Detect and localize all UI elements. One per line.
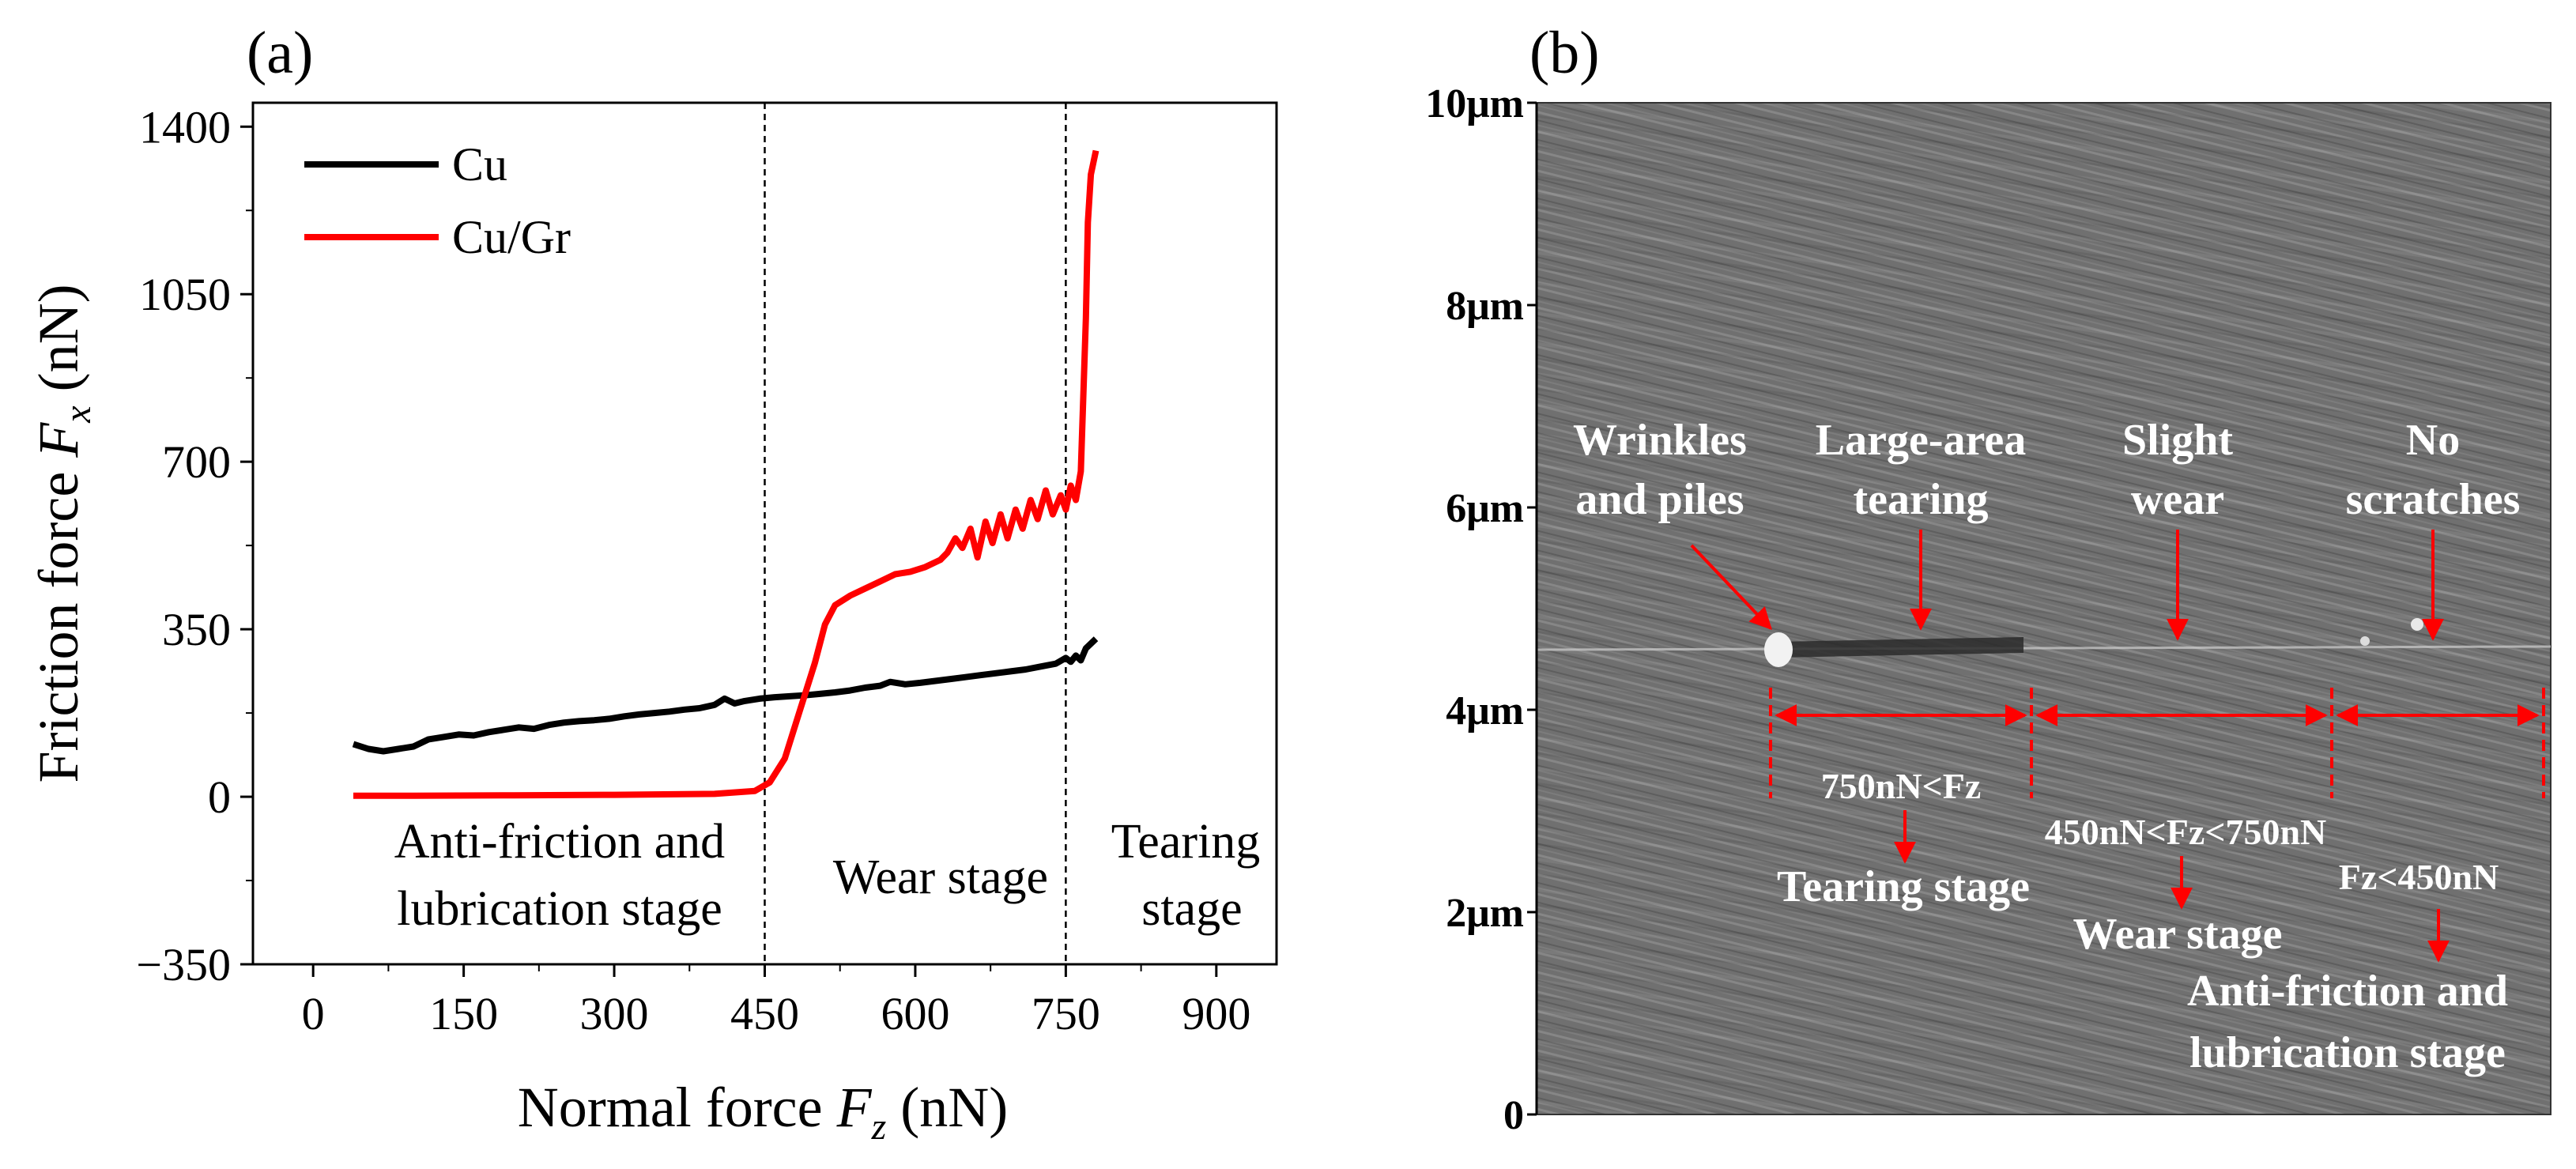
range-wear: 450nN<Fz<750nN — [2045, 812, 2327, 852]
y-tick-label--350: −350 — [136, 939, 231, 990]
feature-label-slight-2: wear — [2131, 475, 2224, 524]
x-tick-label-600: 600 — [881, 988, 949, 1039]
pile-bright-spot — [1764, 632, 1793, 667]
b-y-tick-label-8: 8μm — [1446, 284, 1524, 329]
legend-label-cugr: Cu/Gr — [452, 211, 571, 263]
y-tick-label-1050: 1050 — [139, 269, 231, 320]
y-axis-title: Friction force Fx (nN) — [27, 284, 99, 782]
stage-label-anti-friction-1: Anti-friction and — [394, 815, 725, 869]
y-axis-title-symbol: F — [27, 422, 90, 458]
x-tick-label-450: 450 — [730, 988, 799, 1039]
spot-right — [2411, 618, 2423, 631]
stage-anti-1: Anti-friction and — [2187, 967, 2508, 1016]
x-axis-title-suffix: (nN) — [886, 1076, 1008, 1139]
panel-a-chart: (a) 0 150 300 450 600 750 900 −350 0 350 700 1050 1… — [27, 20, 1278, 1148]
panel-a-label: (a) — [247, 20, 313, 86]
series-cu-line — [352, 636, 1099, 755]
y-axis-title-subscript: x — [57, 405, 99, 423]
panel-b-label: (b) — [1529, 20, 1600, 86]
feature-label-tearing-2: tearing — [1853, 475, 1988, 524]
y-tick-label-700: 700 — [162, 436, 231, 488]
x-tick-label-150: 150 — [429, 988, 498, 1039]
y-axis-title-prefix: Friction force — [27, 458, 90, 783]
b-y-tick-label-10: 10μm — [1425, 81, 1524, 126]
feature-labels: Wrinkles and piles Large-area tearing Sl… — [1573, 416, 2520, 524]
x-axis-title-subscript: z — [871, 1106, 887, 1148]
legend-label-cu: Cu — [452, 138, 507, 190]
feature-label-tearing-1: Large-area — [1816, 416, 2026, 465]
arrow-wrinkles — [1690, 544, 1772, 631]
series-cugr-line — [353, 149, 1099, 799]
stage-tearing: Tearing stage — [1777, 862, 2030, 911]
feature-arrows — [1690, 530, 2444, 641]
stage-labels: Anti-friction and lubrication stage Wear… — [394, 815, 1260, 936]
b-y-tick-label-0: 0 — [1503, 1093, 1524, 1138]
stage-label-tearing-1: Tearing — [1111, 815, 1260, 869]
stage-label-wear: Wear stage — [833, 850, 1048, 904]
x-axis-ticks: 0 150 300 450 600 750 900 — [302, 964, 1250, 1039]
feature-label-wrinkles-2: and piles — [1575, 475, 1744, 524]
stage-label-tearing-2: stage — [1141, 882, 1242, 936]
stage-brackets — [1769, 688, 2545, 798]
b-y-tick-label-2: 2μm — [1446, 891, 1524, 936]
b-y-tick-label-6: 6μm — [1446, 486, 1524, 531]
y-axis-b-ticks: 0 2μm 4μm 6μm 8μm 10μm — [1425, 81, 1537, 1138]
stage-label-anti-friction-2: lubrication stage — [397, 882, 722, 936]
x-axis-title-symbol: F — [836, 1076, 873, 1139]
feature-label-wrinkles-1: Wrinkles — [1573, 416, 1747, 465]
feature-label-slight-1: Slight — [2122, 416, 2233, 465]
range-anti: Fz<450nN — [2339, 857, 2499, 897]
x-axis-title: Normal force Fz (nN) — [518, 1076, 1008, 1148]
stage-annotations: 750nN<Fz Tearing stage 450nN<Fz<750nN We… — [1777, 766, 2508, 1077]
stage-anti-2: lubrication stage — [2189, 1028, 2506, 1077]
panel-b-image: (b) 0 2μm 4μm 6μm 8μm 10μm Wrinkles and piles… — [1425, 20, 2551, 1138]
b-y-tick-label-4: 4μm — [1446, 688, 1524, 733]
tear-region — [1775, 637, 2023, 658]
y-tick-label-350: 350 — [162, 604, 231, 655]
scratch-track — [1536, 645, 2551, 651]
x-tick-label-0: 0 — [302, 988, 325, 1039]
y-tick-label-1400: 1400 — [139, 101, 231, 153]
x-axis-title-prefix: Normal force — [518, 1076, 837, 1139]
y-tick-label-0: 0 — [208, 771, 231, 823]
afm-micrograph — [1536, 102, 2551, 1115]
x-tick-label-750: 750 — [1032, 988, 1100, 1039]
legend: Cu Cu/Gr — [304, 138, 571, 263]
range-tearing: 750nN<Fz — [1821, 766, 1982, 806]
y-axis-ticks: −350 0 350 700 1050 1400 — [136, 101, 253, 990]
feature-label-noscratch-2: scratches — [2346, 475, 2521, 524]
stage-wear: Wear stage — [2073, 910, 2283, 959]
spot-mid — [2360, 636, 2370, 646]
x-tick-label-300: 300 — [580, 988, 649, 1039]
feature-label-noscratch-1: No — [2406, 416, 2460, 465]
x-tick-label-900: 900 — [1182, 988, 1250, 1039]
y-axis-title-suffix: (nN) — [27, 284, 90, 405]
